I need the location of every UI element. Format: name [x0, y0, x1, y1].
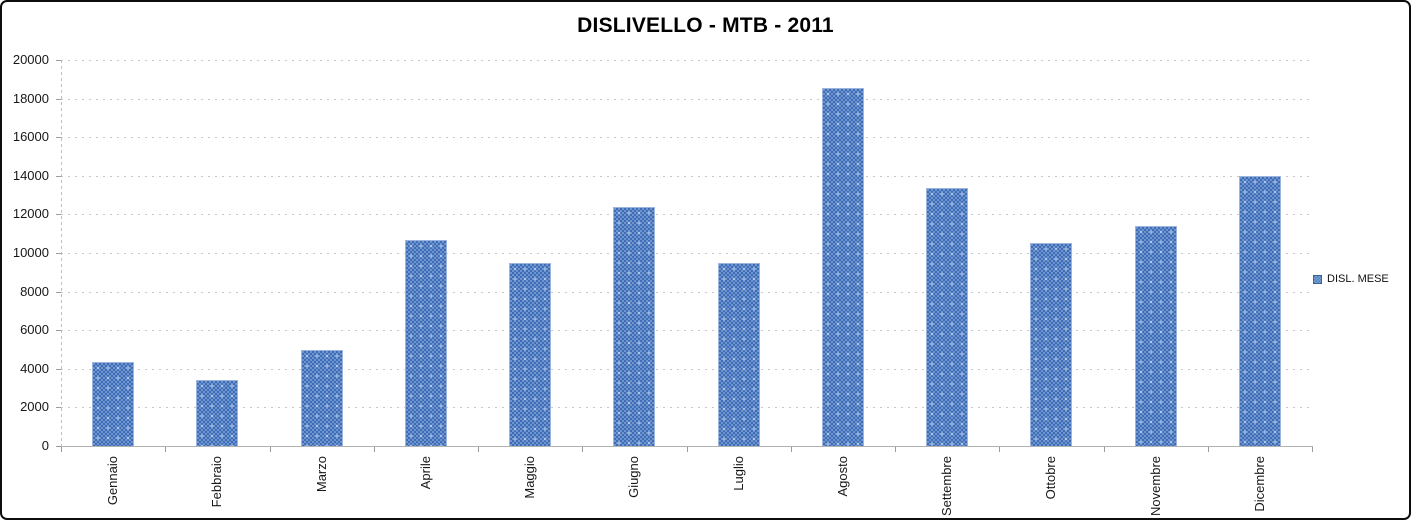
x-axis-label: Febbraio — [209, 456, 225, 508]
bar-ottobre — [1030, 243, 1073, 446]
y-tick — [56, 446, 61, 447]
bar-luglio — [717, 262, 760, 446]
gridline — [61, 60, 1312, 61]
x-tick — [165, 447, 167, 452]
x-axis-label: Ottobre — [1043, 456, 1059, 500]
chart-title: DISLIVELLO - MTB - 2011 — [577, 14, 834, 37]
bar-gennaio — [92, 362, 135, 446]
bar-giugno — [613, 206, 656, 446]
bar-maggio — [509, 262, 552, 446]
x-axis-label: Novembre — [1147, 456, 1163, 516]
y-axis-line — [61, 60, 62, 447]
bar-marzo — [300, 349, 343, 446]
gridline — [61, 214, 1312, 216]
y-axis-label: 10000 — [12, 245, 49, 260]
x-axis-label: Marzo — [313, 456, 329, 493]
bar-agosto — [821, 87, 864, 446]
x-tick — [478, 447, 479, 452]
x-tick — [582, 447, 584, 452]
x-tick — [269, 447, 271, 452]
gridline — [61, 407, 1312, 409]
x-tick — [895, 447, 896, 452]
y-tick — [56, 98, 61, 100]
y-tick — [56, 253, 61, 254]
gridline — [61, 175, 1312, 177]
y-axis-label: 16000 — [12, 129, 49, 145]
y-tick — [56, 137, 61, 139]
x-tick — [61, 447, 62, 452]
legend-label: DISL. MESE — [1327, 273, 1389, 285]
x-tick — [373, 447, 375, 452]
bar-settembre — [926, 188, 969, 446]
y-tick — [56, 214, 61, 216]
x-axis-label: Luglio — [730, 456, 746, 491]
x-axis-line — [61, 446, 1313, 447]
y-axis-label: 6000 — [20, 322, 49, 338]
bar-dicembre — [1238, 175, 1281, 446]
y-tick — [56, 407, 61, 409]
x-axis-label: Agosto — [834, 456, 850, 497]
gridline — [61, 368, 1312, 370]
y-tick — [56, 175, 61, 177]
y-tick — [56, 60, 61, 61]
x-axis-label: Dicembre — [1251, 456, 1267, 512]
y-tick — [56, 291, 61, 293]
x-axis-label: Giugno — [626, 456, 642, 498]
bar-febbraio — [196, 380, 239, 446]
y-axis-label: 12000 — [12, 206, 49, 222]
gridline — [61, 98, 1312, 100]
y-axis-label: 0 — [41, 438, 49, 453]
x-tick — [1312, 447, 1313, 452]
x-axis-label: Maggio — [522, 456, 538, 499]
gridline — [61, 291, 1312, 293]
x-tick — [686, 447, 688, 452]
gridline — [61, 330, 1312, 332]
y-axis-label: 2000 — [20, 399, 49, 415]
gridline — [61, 253, 1312, 254]
x-tick — [1103, 447, 1105, 452]
y-axis-label: 20000 — [12, 52, 49, 67]
bar-novembre — [1134, 225, 1177, 446]
legend-marker-icon — [1313, 274, 1322, 284]
y-tick — [56, 368, 61, 370]
legend: DISL. MESE — [1313, 272, 1389, 286]
bar-aprile — [404, 240, 447, 446]
y-axis-label: 14000 — [12, 167, 49, 183]
x-tick — [790, 447, 792, 452]
x-axis-label: Aprile — [417, 456, 433, 490]
y-axis-label: 8000 — [20, 283, 49, 299]
y-tick — [56, 330, 61, 332]
y-axis-label: 18000 — [12, 90, 49, 106]
x-axis-label: Gennaio — [105, 456, 121, 506]
x-axis-label: Settembre — [939, 456, 955, 516]
y-axis-label: 4000 — [20, 360, 49, 376]
x-tick — [999, 447, 1001, 452]
gridline — [61, 137, 1312, 139]
x-tick — [1207, 447, 1209, 452]
